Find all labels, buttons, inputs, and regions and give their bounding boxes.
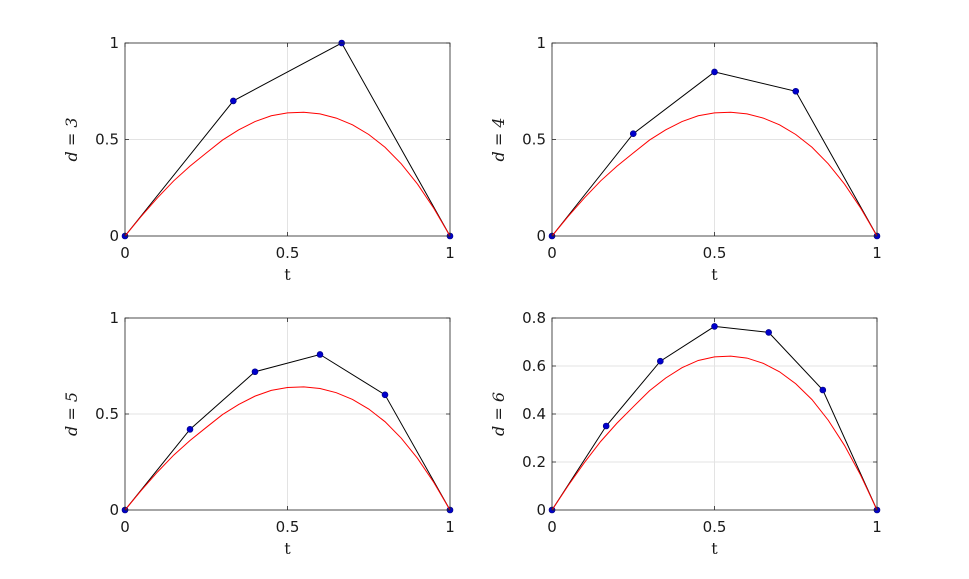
control-point-marker (629, 130, 637, 138)
x-tick-label: 1 (445, 518, 455, 536)
control-point-marker (792, 87, 800, 95)
subplot-d5: 0 0.5 1 0 0.5 1 t d = 5 (62, 309, 455, 558)
control-point-marker (819, 386, 827, 394)
control-point-marker (316, 351, 324, 358)
y-tick-label: 0.8 (522, 309, 546, 327)
x-tick-label: 0.5 (276, 244, 300, 262)
y-tick-label: 0 (109, 227, 119, 245)
y-tick-label: 0.6 (522, 357, 546, 375)
subplot-d4: 0 0.5 1 0 0.5 1 t d = 4 (489, 34, 882, 284)
x-axis-label: t (284, 265, 291, 284)
control-point-marker (186, 426, 194, 433)
x-tick-label: 0 (120, 518, 130, 536)
control-point-marker (711, 68, 718, 76)
y-axis-label: d = 5 (62, 392, 81, 436)
x-tick-label: 0.5 (276, 518, 300, 536)
x-axis-label: t (711, 539, 718, 558)
y-axis-label: d = 3 (62, 118, 81, 162)
y-tick-label: 0.2 (522, 453, 546, 471)
bezier-curve-line (551, 355, 878, 511)
x-tick-label: 0.5 (703, 244, 727, 262)
x-tick-label: 1 (872, 518, 882, 536)
control-polygon-line (124, 353, 451, 511)
x-axis-label: t (284, 539, 291, 558)
y-tick-label: 1 (109, 34, 119, 52)
y-axis-label: d = 6 (489, 392, 508, 436)
x-tick-label: 0 (547, 518, 557, 536)
bezier-curve-line (551, 111, 878, 237)
y-tick-label: 1 (536, 34, 546, 52)
bezier-curve-line (124, 386, 451, 511)
x-tick-label: 0 (120, 244, 130, 262)
x-tick-label: 0 (547, 244, 557, 262)
control-point-marker (230, 97, 237, 105)
y-tick-label: 0.4 (522, 405, 546, 423)
bezier-curve-line (124, 111, 451, 237)
y-tick-label: 1 (109, 309, 119, 327)
subplot-d6: 0 0.5 1 0 0.2 0.4 0.6 0.8 t d = 6 (489, 309, 882, 558)
x-tick-label: 1 (872, 244, 882, 262)
control-point-marker (657, 357, 664, 365)
control-polygon-line (124, 42, 451, 237)
control-point-marker (765, 329, 772, 336)
y-tick-label: 0 (109, 501, 119, 519)
y-tick-label: 0.5 (95, 405, 119, 423)
subplot-d3: 0 0.5 1 0 0.5 1 t d = 3 (62, 34, 455, 284)
y-axis-label: d = 4 (489, 118, 508, 162)
y-tick-label: 0 (536, 501, 546, 519)
x-tick-label: 0.5 (703, 518, 727, 536)
x-tick-label: 1 (445, 244, 455, 262)
control-point-marker (602, 422, 610, 430)
y-tick-label: 0 (536, 227, 546, 245)
control-point-marker (251, 368, 259, 376)
control-point-marker (381, 391, 389, 399)
x-axis-label: t (711, 265, 718, 284)
control-point-marker (711, 323, 718, 330)
y-tick-label: 0.5 (95, 131, 119, 149)
y-tick-label: 0.5 (522, 131, 546, 149)
